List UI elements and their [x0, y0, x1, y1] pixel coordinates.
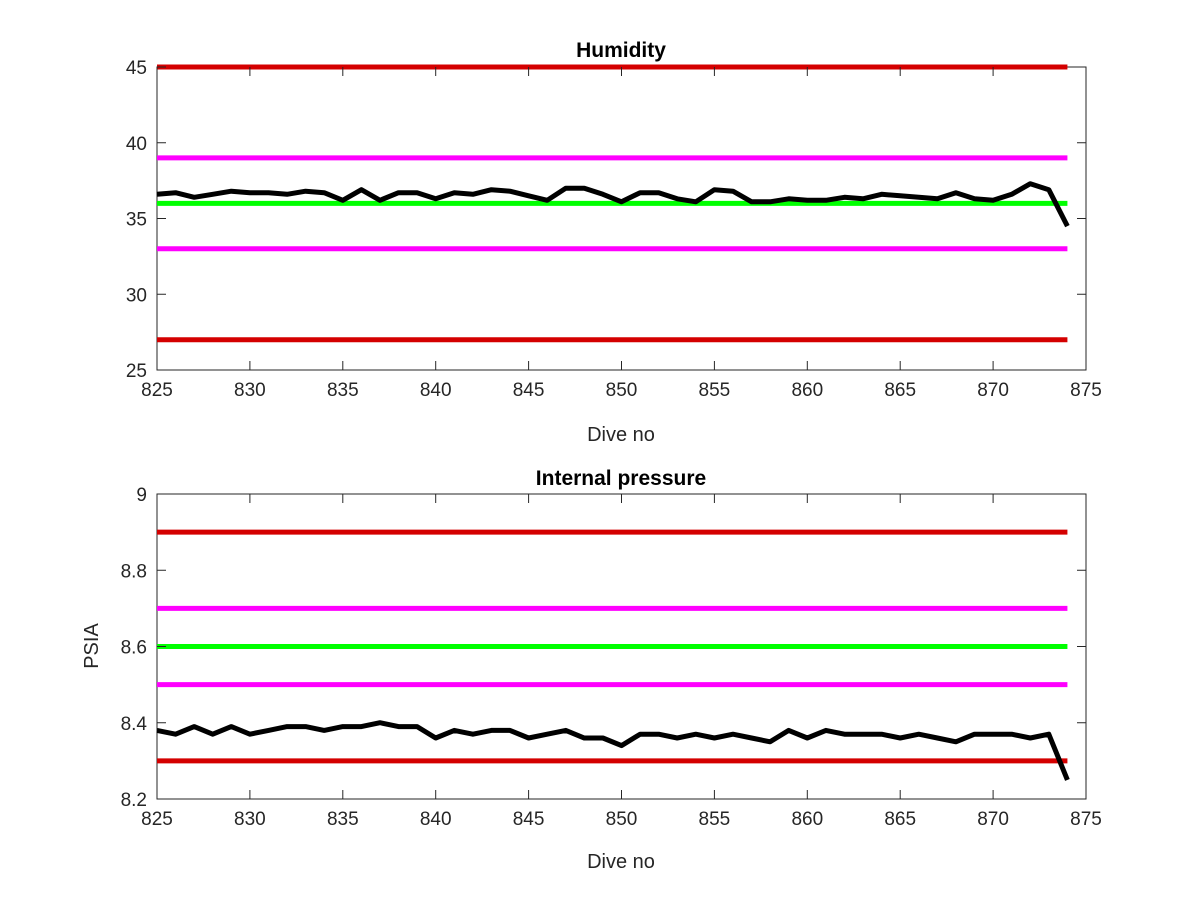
humidity-x-axis-label: Dive no: [587, 424, 655, 446]
pressure-y-axis-label: PSIA: [81, 623, 103, 669]
pressure-x-ticks: 825 830 835 840 845 850 855 860 865 870 875: [141, 494, 1102, 830]
humidity-y-ticks: 25 30 35 40 45: [126, 58, 1086, 382]
humidity-x-tick-label: 825: [141, 380, 173, 401]
humidity-reference-lines: [157, 64, 1068, 343]
pressure-y-tick-label: 8.4: [121, 714, 148, 735]
humidity-y-tick-label: 45: [126, 58, 147, 79]
humidity-x-tick-label: 855: [699, 380, 731, 401]
humidity-series-line-0: [156, 181, 1070, 228]
pressure-x-tick-label: 875: [1070, 809, 1102, 830]
pressure-x-tick-label: 835: [327, 809, 359, 830]
pressure-x-tick-label: 860: [791, 809, 823, 830]
pressure-x-axis-label: Dive no: [587, 851, 655, 873]
humidity-x-tick-label: 875: [1070, 380, 1102, 401]
pressure-x-tick-label: 870: [977, 809, 1009, 830]
pressure-x-tick-label: 845: [513, 809, 545, 830]
pressure-y-tick-label: 8.6: [121, 638, 147, 659]
pressure-y-tick-label: 8.2: [121, 790, 147, 811]
pressure-x-tick-label: 855: [699, 809, 731, 830]
humidity-x-tick-label: 830: [234, 380, 266, 401]
humidity-x-tick-label: 835: [327, 380, 359, 401]
pressure-x-tick-label: 850: [606, 809, 638, 830]
humidity-x-tick-label: 845: [513, 380, 545, 401]
pressure-x-tick-label: 830: [234, 809, 266, 830]
humidity-x-tick-label: 865: [884, 380, 916, 401]
pressure-x-tick-label: 840: [420, 809, 452, 830]
humidity-y-tick-label: 30: [126, 285, 147, 306]
humidity-x-ticks: 825 830 835 840 845 850 855 860 865 870 875: [141, 67, 1102, 401]
pressure-series-line-0: [156, 720, 1070, 781]
humidity-axes: 825 830 835 840 845 850 855 860 865 870 875 25 30 35…: [126, 39, 1102, 446]
humidity-series: [156, 181, 1070, 228]
humidity-x-tick-label: 860: [791, 380, 823, 401]
humidity-x-tick-label: 840: [420, 380, 452, 401]
humidity-chart-title: Humidity: [576, 39, 666, 62]
humidity-x-tick-label: 870: [977, 380, 1009, 401]
pressure-y-tick-label: 8.8: [121, 561, 147, 582]
pressure-x-tick-label: 825: [141, 809, 173, 830]
pressure-reference-lines: [157, 529, 1068, 764]
pressure-axes: 825 830 835 840 845 850 855 860 865 870 875 8.2 8.4…: [81, 467, 1102, 873]
humidity-y-tick-label: 25: [126, 361, 147, 382]
pressure-y-tick-label: 9: [136, 485, 147, 506]
humidity-x-tick-label: 850: [606, 380, 638, 401]
humidity-y-tick-label: 35: [126, 210, 147, 231]
pressure-y-ticks: 8.2 8.4 8.6 8.8 9: [121, 485, 1086, 811]
pressure-x-tick-label: 865: [884, 809, 916, 830]
pressure-chart-title: Internal pressure: [536, 467, 706, 490]
pressure-series: [156, 720, 1070, 781]
humidity-y-tick-label: 40: [126, 134, 147, 155]
